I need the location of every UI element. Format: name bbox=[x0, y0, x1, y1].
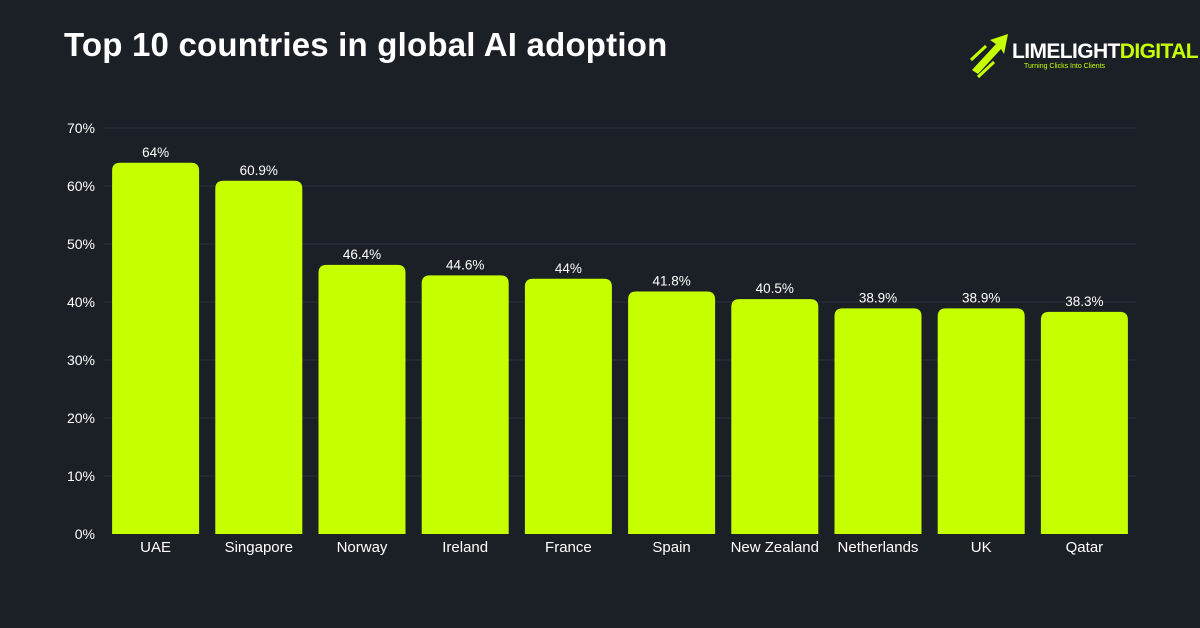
bar-value-label: 60.9% bbox=[240, 163, 278, 178]
x-tick-label: France bbox=[545, 539, 592, 556]
x-tick-label: UK bbox=[971, 539, 992, 556]
logo-wordmark: LIMELIGHTDIGITAL bbox=[1012, 40, 1199, 64]
logo-name-limelight: LIMELIGHT bbox=[1012, 40, 1120, 63]
y-tick-label: 70% bbox=[67, 120, 95, 136]
chart-title: Top 10 countries in global AI adoption bbox=[64, 26, 668, 63]
bar bbox=[834, 308, 922, 534]
bar-value-label: 40.5% bbox=[756, 281, 794, 296]
logo-name-digital: DIGITAL bbox=[1119, 40, 1199, 63]
bar bbox=[318, 264, 406, 534]
y-tick-label: 40% bbox=[67, 294, 95, 310]
bar bbox=[421, 275, 509, 534]
x-tick-label: Qatar bbox=[1066, 539, 1104, 556]
x-tick-label: New Zealand bbox=[731, 539, 819, 556]
y-tick-label: 20% bbox=[67, 410, 95, 426]
bar-value-label: 44.6% bbox=[446, 257, 484, 272]
x-tick-label: Singapore bbox=[225, 539, 293, 556]
bar-value-label: 41.8% bbox=[652, 274, 690, 289]
bar-value-label: 38.9% bbox=[859, 290, 897, 305]
arrow-logo-icon bbox=[969, 34, 1008, 79]
bar-value-label: 38.3% bbox=[1065, 294, 1103, 309]
bar-value-label: 46.4% bbox=[343, 247, 381, 262]
x-tick-label: UAE bbox=[140, 539, 171, 556]
bar bbox=[731, 299, 819, 534]
x-tick-label: Netherlands bbox=[838, 539, 919, 556]
y-tick-label: 10% bbox=[67, 468, 95, 484]
x-tick-label: Spain bbox=[652, 539, 690, 556]
bar bbox=[215, 180, 303, 534]
y-tick-label: 60% bbox=[67, 178, 95, 194]
x-tick-label: Ireland bbox=[442, 539, 488, 556]
bar-value-label: 38.9% bbox=[962, 290, 1000, 305]
bar bbox=[524, 278, 612, 534]
bar bbox=[937, 308, 1025, 534]
logo-tagline: Turning Clicks Into Clients bbox=[1024, 63, 1106, 70]
limelight-digital-logo: LIMELIGHTDIGITAL Turning Clicks Into Cli… bbox=[968, 32, 1199, 82]
y-tick-label: 30% bbox=[67, 352, 95, 368]
x-tick-label: Norway bbox=[337, 539, 388, 556]
y-tick-label: 50% bbox=[67, 236, 95, 252]
bar-value-label: 64% bbox=[142, 145, 169, 160]
bar bbox=[112, 162, 200, 535]
bar bbox=[1040, 311, 1128, 534]
bar bbox=[628, 291, 716, 534]
y-tick-label: 0% bbox=[75, 526, 95, 542]
bar-value-label: 44% bbox=[555, 261, 582, 276]
